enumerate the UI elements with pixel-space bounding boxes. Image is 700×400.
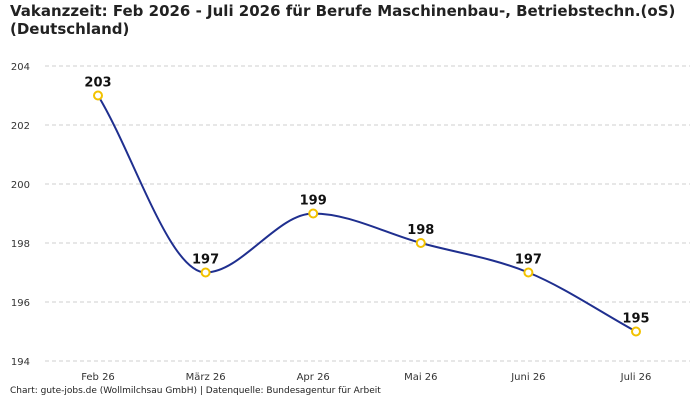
series-line-layer <box>97 94 637 333</box>
y-tick-label-200: 200 <box>11 180 30 191</box>
data-point-marker <box>308 208 319 219</box>
data-label: 197 <box>515 253 542 268</box>
data-label: 203 <box>84 76 111 91</box>
y-tick-label-198: 198 <box>11 239 30 250</box>
chart-title: Vakanzzeit: Feb 2026 - Juli 2026 für Ber… <box>10 2 676 38</box>
data-point-marker <box>631 326 641 337</box>
x-tick-label: Mai 26 <box>404 372 437 383</box>
x-tick-label: Juni 26 <box>510 372 545 383</box>
y-axis-ticks: 194 196 198 200 202 204 <box>11 62 30 368</box>
data-point-marker <box>523 267 534 278</box>
x-tick-label: Juli 26 <box>620 372 652 383</box>
y-tick-label-202: 202 <box>11 121 30 132</box>
chart-source-footer: Chart: gute-jobs.de (Wollmilchsau GmbH) … <box>10 386 381 396</box>
y-tick-label-194: 194 <box>11 357 30 368</box>
marker-layer <box>93 90 641 337</box>
y-tick-label-196: 196 <box>11 298 30 309</box>
data-point-marker <box>415 238 426 248</box>
x-tick-label: März 26 <box>186 372 226 383</box>
series-line <box>97 94 637 333</box>
data-label: 197 <box>192 253 219 268</box>
x-tick-label: Feb 26 <box>81 372 115 383</box>
x-axis-ticks: Feb 26 März 26 Apr 26 Mai 26 Juni 26 Juli 26 <box>81 372 651 383</box>
y-tick-label-204: 204 <box>11 62 30 73</box>
x-tick-label: Apr 26 <box>297 372 330 383</box>
data-point-marker <box>93 90 103 101</box>
data-label: 195 <box>622 312 649 327</box>
data-label: 198 <box>407 223 434 238</box>
data-label: 199 <box>300 194 327 209</box>
grid-layer <box>45 65 690 362</box>
data-label-layer: 203 197 199 198 197 195 <box>84 76 649 327</box>
data-point-marker <box>200 267 211 278</box>
